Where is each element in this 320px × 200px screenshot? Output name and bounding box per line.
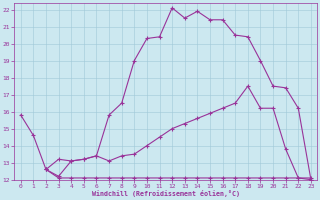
X-axis label: Windchill (Refroidissement éolien,°C): Windchill (Refroidissement éolien,°C) (92, 190, 240, 197)
